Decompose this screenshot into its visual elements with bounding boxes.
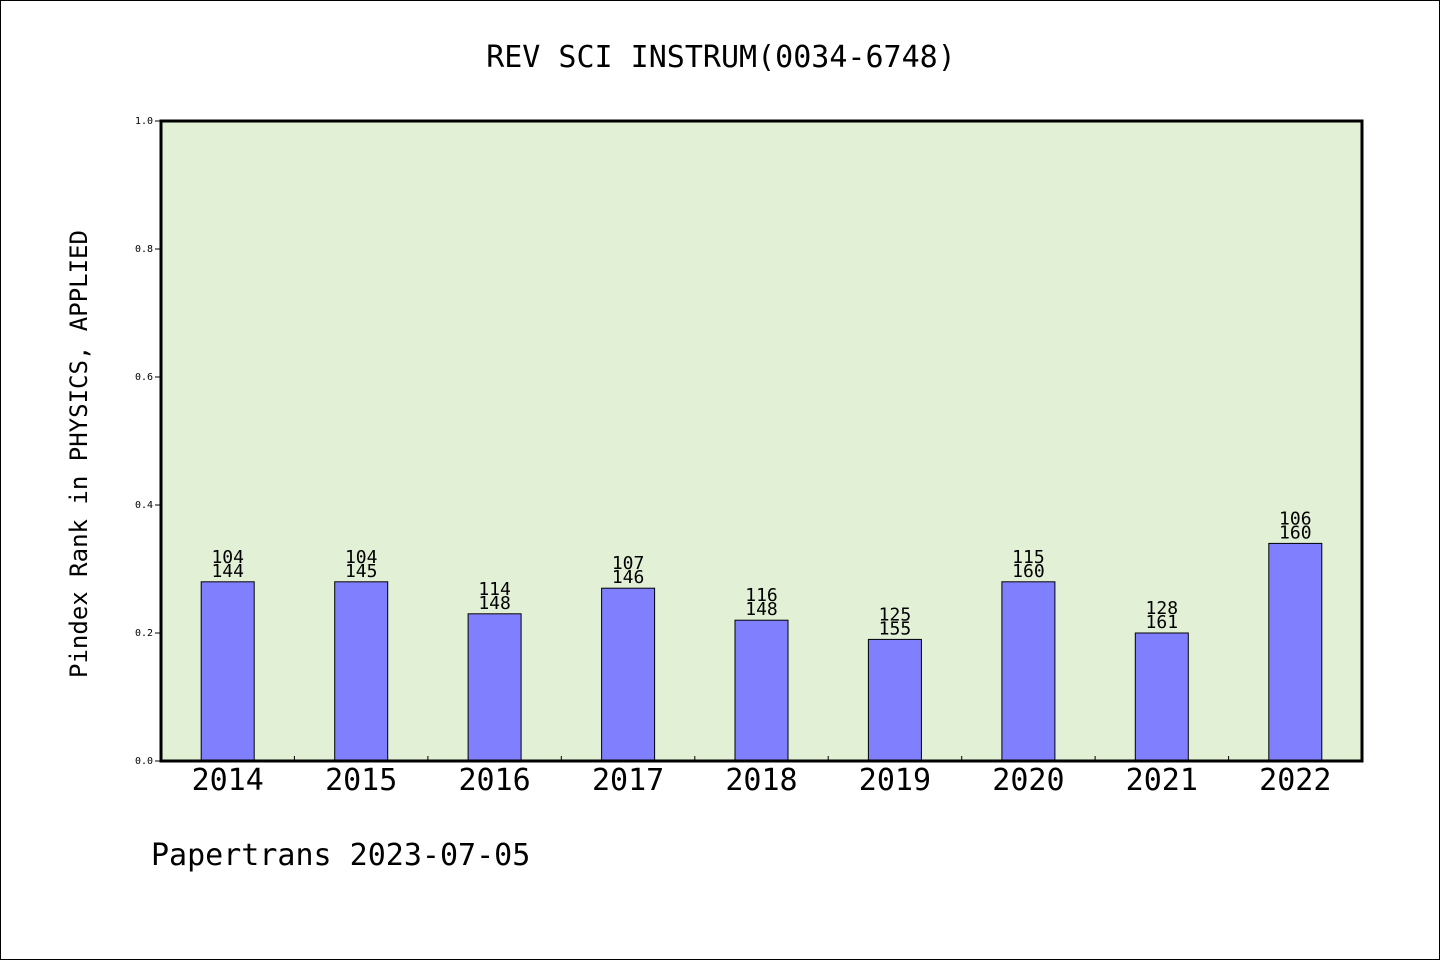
bar-label-bottom-2022: 160 <box>1279 522 1312 543</box>
bar-2014 <box>200 581 255 762</box>
bar-label-top-2021: 128 <box>1146 598 1179 619</box>
bar-label-bottom-2021: 161 <box>1146 612 1179 633</box>
x-tick-label-2015: 2015 <box>325 763 397 798</box>
bar-label-top-2022: 106 <box>1279 508 1312 529</box>
bar-label-bottom-2017: 146 <box>612 567 645 588</box>
x-tick-label-2014: 2014 <box>192 763 264 798</box>
bar-2016 <box>467 613 522 762</box>
y-tick-label: 0.0 <box>135 756 153 767</box>
bar-label-top-2014: 104 <box>211 547 244 568</box>
x-tick-label-2019: 2019 <box>859 763 931 798</box>
bar-2020 <box>1001 581 1056 762</box>
x-tick-label-2016: 2016 <box>458 763 530 798</box>
x-tick-label-2022: 2022 <box>1259 763 1331 798</box>
bar-label-bottom-2018: 148 <box>745 599 778 620</box>
bar-label-bottom-2016: 148 <box>478 593 511 614</box>
bar-2022 <box>1268 542 1323 762</box>
y-tick-label: 0.8 <box>135 244 153 255</box>
bar-label-bottom-2019: 155 <box>879 618 912 639</box>
bar-2018 <box>734 619 789 762</box>
bar-2015 <box>334 581 389 762</box>
bar-label-bottom-2015: 145 <box>345 561 378 582</box>
footer-text: Papertrans 2023-07-05 <box>151 838 530 873</box>
x-tick-label-2018: 2018 <box>725 763 797 798</box>
bar-2019 <box>867 638 922 762</box>
bar-label-top-2017: 107 <box>612 553 645 574</box>
x-tick-label-2021: 2021 <box>1126 763 1198 798</box>
bar-label-top-2015: 104 <box>345 547 378 568</box>
bar-label-top-2019: 125 <box>879 604 912 625</box>
bar-label-top-2016: 114 <box>478 579 511 600</box>
y-tick-label: 0.6 <box>135 372 153 383</box>
bar-2021 <box>1134 632 1189 762</box>
chart-title: REV SCI INSTRUM(0034-6748) <box>486 40 956 75</box>
bar-label-top-2018: 116 <box>745 585 778 606</box>
x-tick-label-2017: 2017 <box>592 763 664 798</box>
y-tick-label: 0.4 <box>135 500 153 511</box>
bar-2017 <box>601 587 656 762</box>
x-axis: 2014 2015 2016 2017 2018 2019 2020 2021 2022 <box>192 756 1331 798</box>
y-tick-label: 1.0 <box>135 116 153 127</box>
y-axis: 0.0 0.2 0.4 0.6 0.8 1.0 <box>135 116 161 767</box>
bars-layer <box>200 542 1323 762</box>
y-axis-label: Pindex Rank in PHYSICS, APPLIED <box>65 230 93 678</box>
bar-label-bottom-2020: 160 <box>1012 561 1045 582</box>
plot-border <box>159 119 1364 763</box>
bar-label-bottom-2014: 144 <box>211 561 244 582</box>
bar-label-top-2020: 115 <box>1012 547 1045 568</box>
x-tick-label-2020: 2020 <box>992 763 1064 798</box>
y-tick-label: 0.2 <box>135 628 153 639</box>
